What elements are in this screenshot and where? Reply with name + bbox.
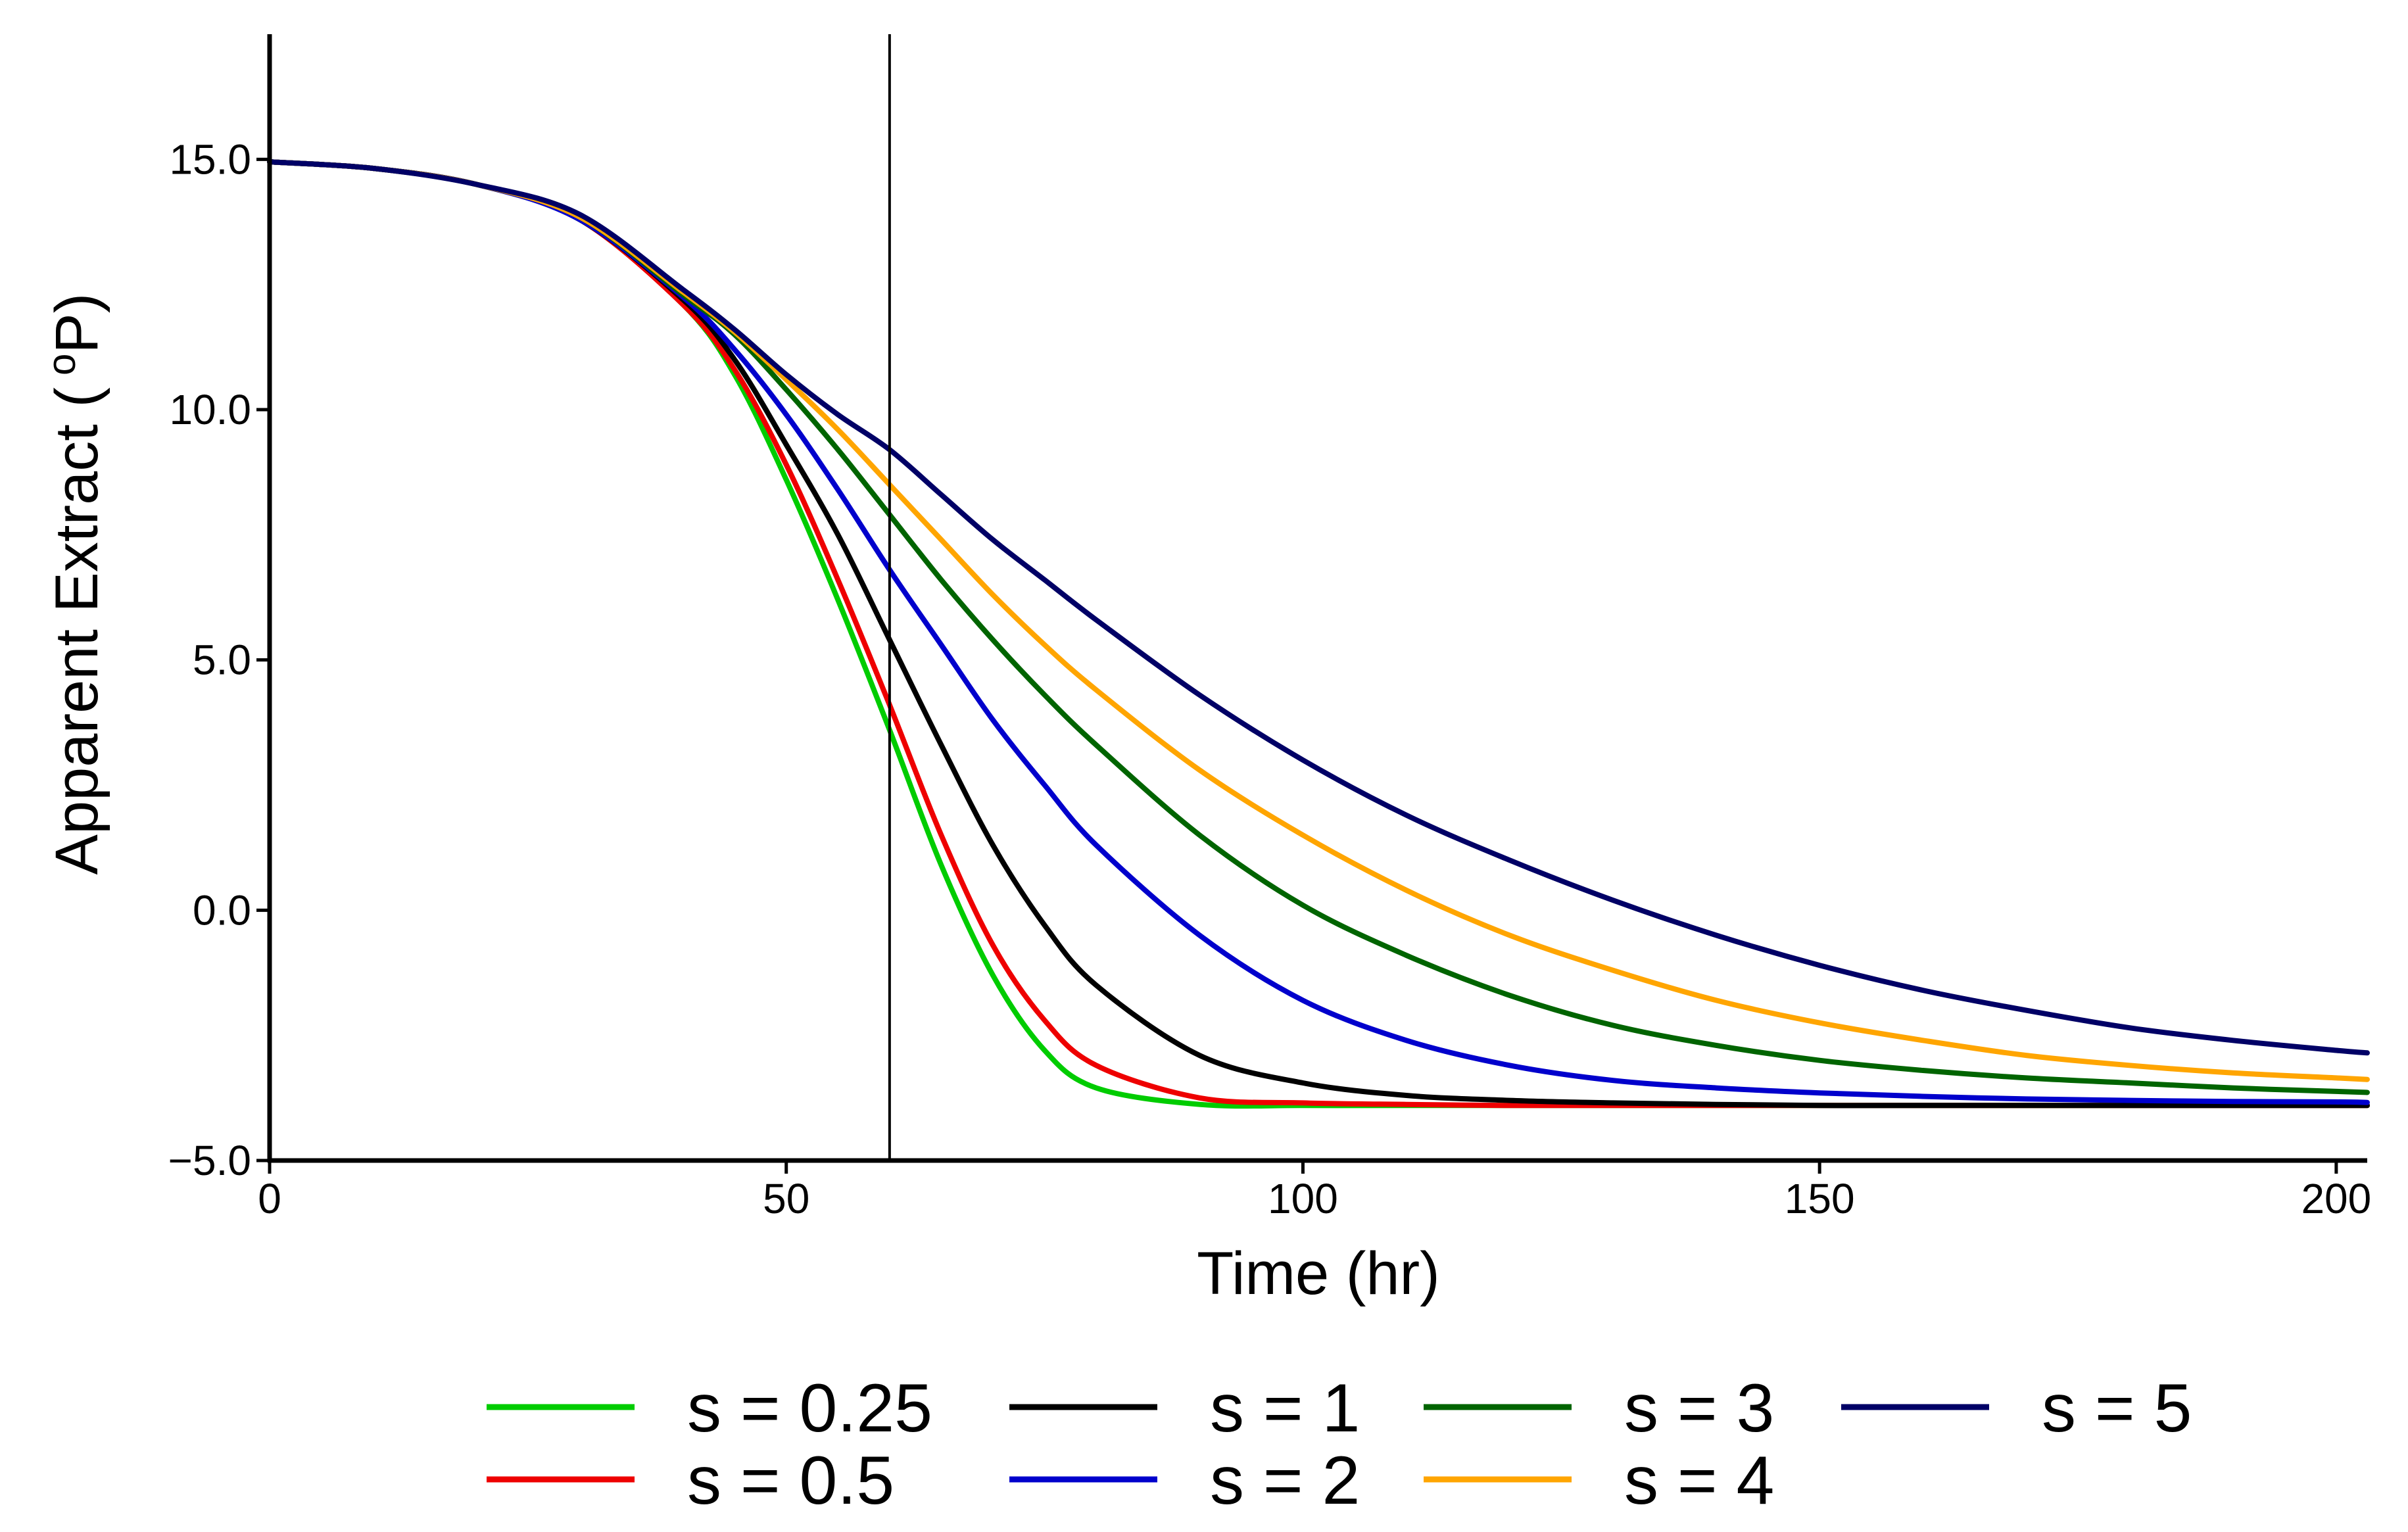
series-line-4 [267,159,2370,1105]
legend-label-3: s = 1 [1210,1370,1360,1447]
y-tick-label: −5.0 [168,1137,251,1184]
y-axis-title-main: Apparent Extract ( [43,387,110,875]
y-ticks: −5.0 0.0 5.0 10.0 15.0 [168,135,270,1184]
x-tick-label: 100 [1268,1175,1338,1222]
x-ticks: 0 50 100 150 200 [258,1161,2371,1222]
legend-label-6: s = 4 [1624,1443,1774,1519]
x-axis-title: Time (hr) [1197,1240,1440,1307]
legend-label-7: s = 5 [2042,1370,2192,1447]
y-axis-title: Apparent Extract ( oP) [39,293,110,875]
series-line-2 [267,159,2370,1109]
legend-label-1: s = 0.25 [687,1370,932,1447]
series-line-7 [267,159,2370,1056]
plot-lines [267,159,2370,1109]
y-tick-label: 5.0 [193,636,251,684]
y-axis-title-degree: o [39,354,84,375]
legend-label-2: s = 0.5 [687,1443,894,1519]
series-line-1 [267,159,2370,1109]
y-tick-label: 15.0 [169,135,251,183]
legend-label-5: s = 3 [1624,1370,1774,1447]
y-tick-label: 10.0 [169,386,251,433]
y-tick-label: 0.0 [193,886,251,934]
legend-label-4: s = 2 [1210,1443,1360,1519]
y-axis-title-unit: P) [43,293,110,354]
x-tick-label: 200 [2301,1175,2371,1222]
x-tick-label: 50 [763,1175,809,1222]
legend: s = 0.25s = 0.5 s = 1s = 2 s = 3s = 4 s = 5 [487,1370,2192,1519]
series-line-5 [267,159,2370,1095]
series-line-6 [267,159,2370,1082]
x-tick-label: 0 [258,1175,281,1222]
series-line-3 [267,159,2370,1109]
x-tick-label: 150 [1785,1175,1855,1222]
